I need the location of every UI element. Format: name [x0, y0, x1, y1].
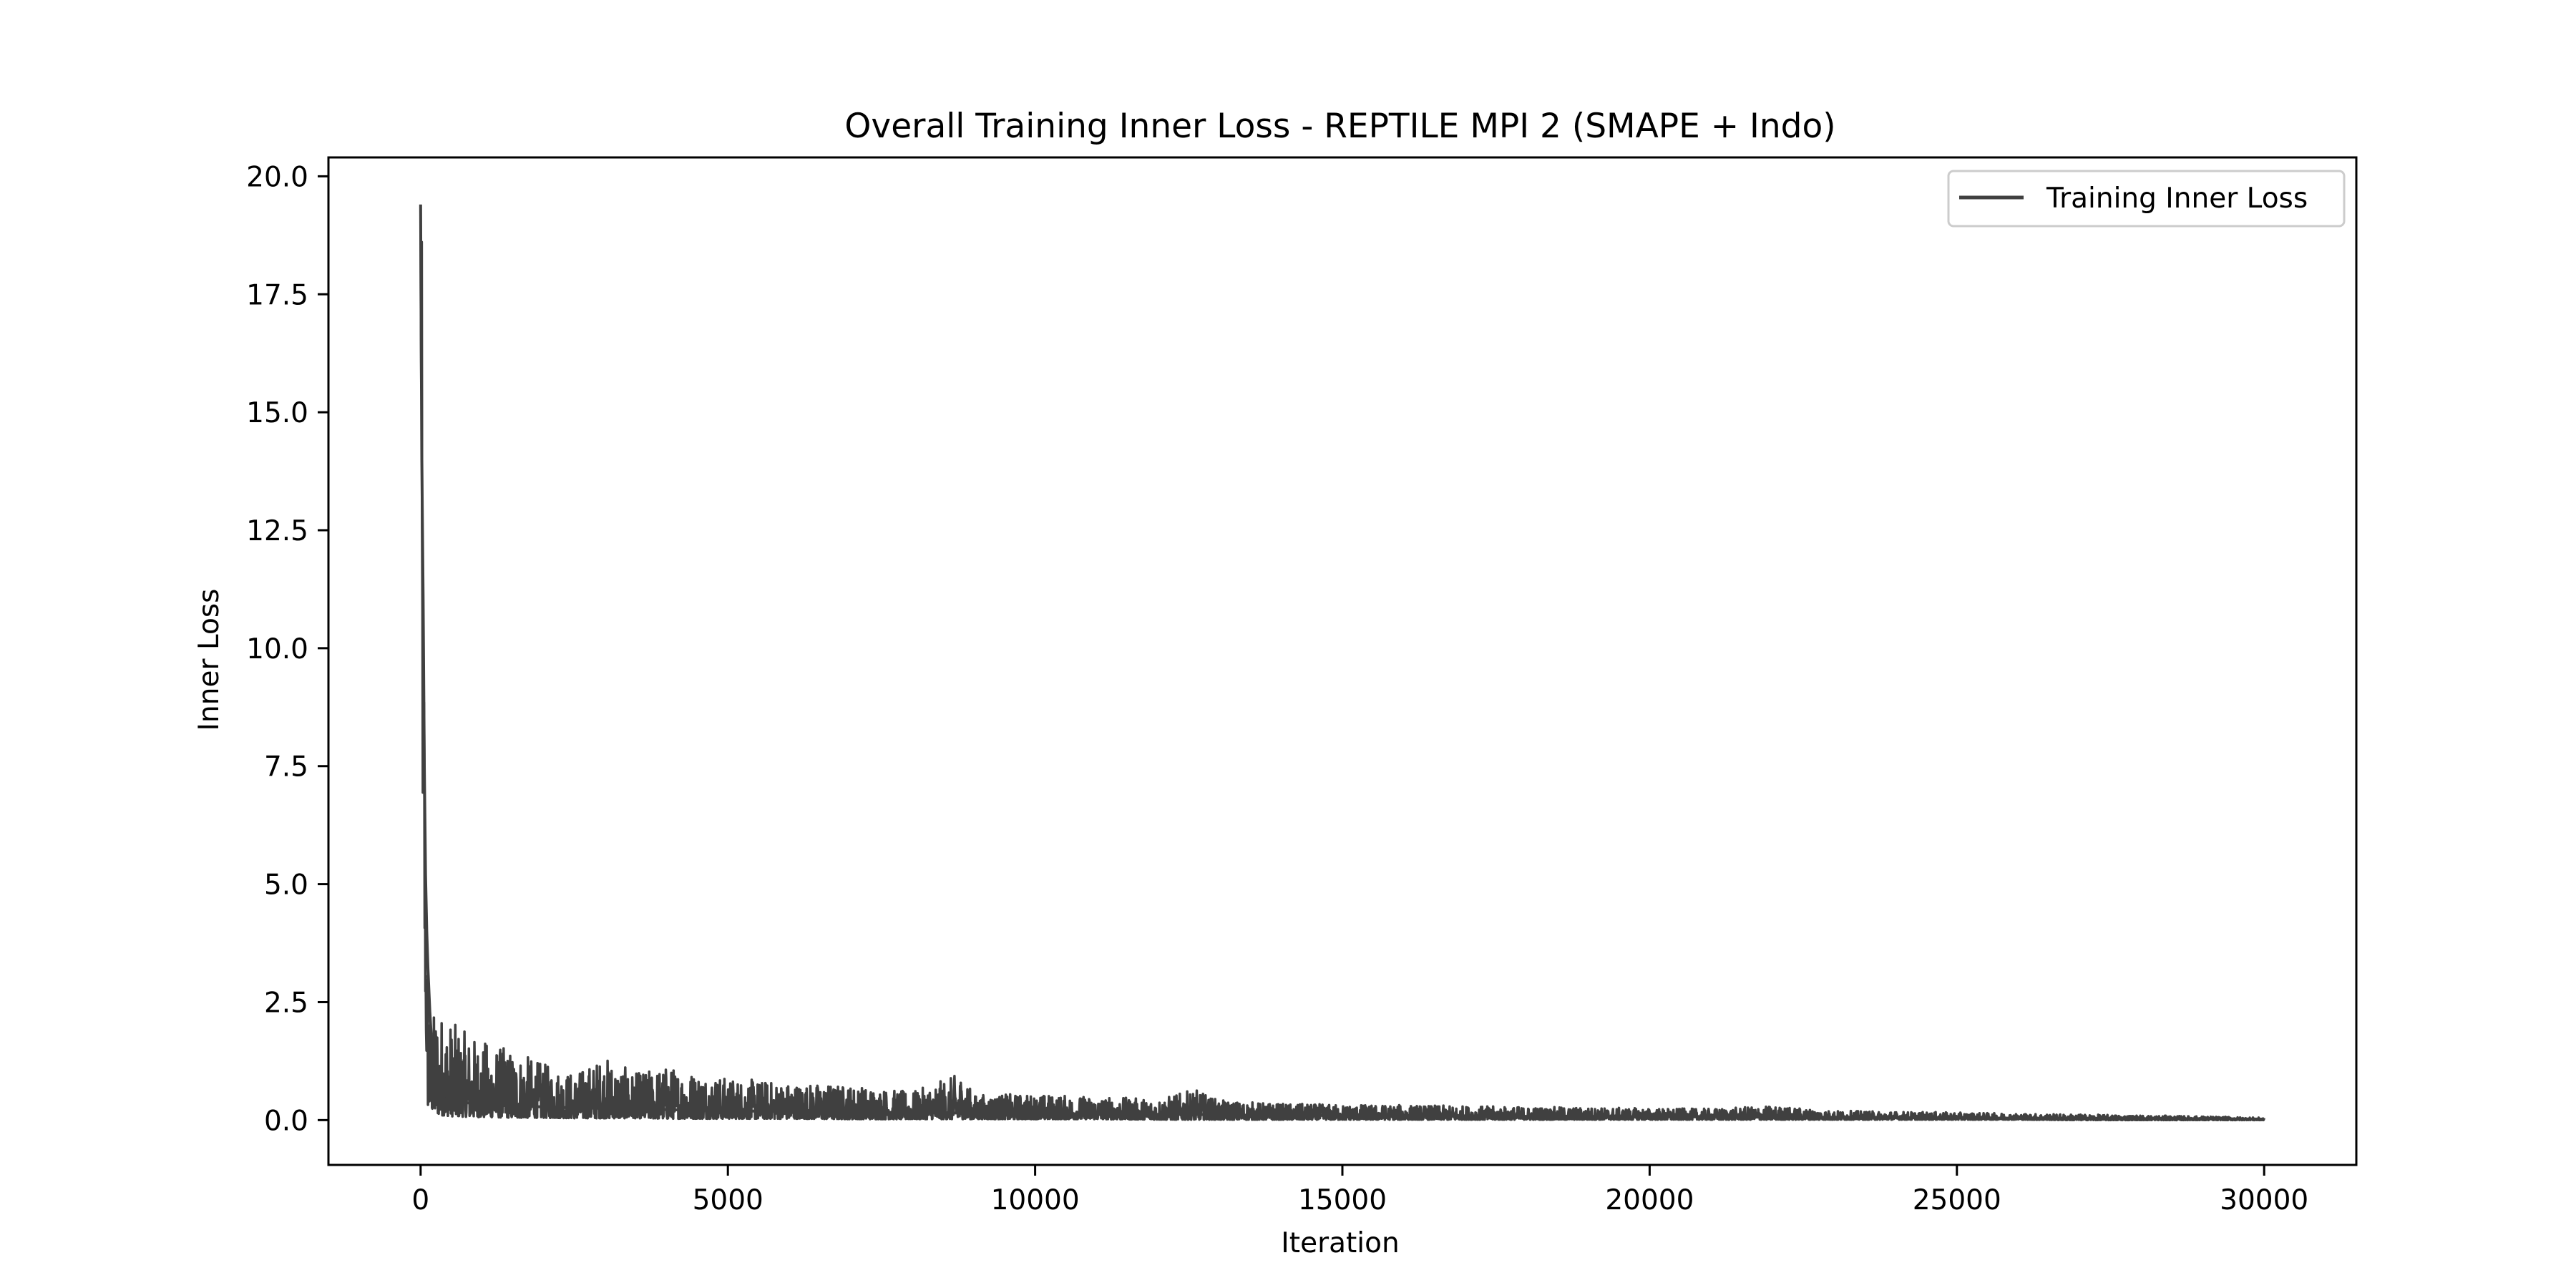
legend: Training Inner Loss: [1947, 170, 2346, 228]
x-tick-label: 15000: [1298, 1184, 1387, 1216]
x-tick-label: 30000: [2220, 1184, 2308, 1216]
legend-frame: [1947, 170, 2346, 228]
y-axis-label: Inner Loss: [193, 589, 225, 731]
series-line: [419, 204, 2265, 1121]
y-tick-label: 2.5: [264, 987, 308, 1019]
plot-area: [327, 156, 2358, 1166]
y-tick-label: 12.5: [246, 515, 308, 547]
y-tick-label: 5.0: [264, 869, 308, 902]
x-axis: 0 5000 10000 15000 20000 25000 30000: [411, 1165, 2308, 1216]
y-tick-label: 17.5: [246, 279, 308, 311]
x-tick-label: 25000: [1913, 1184, 2001, 1216]
x-tick-label: 5000: [693, 1184, 763, 1216]
y-tick-label: 15.0: [246, 397, 308, 429]
legend-entry-label: Training Inner Loss: [2046, 182, 2308, 215]
x-tick-label: 10000: [991, 1184, 1080, 1216]
series-layer: [419, 204, 2265, 1122]
y-axis: 0.0 2.5 5.0 7.5 10.0 12.5 15.0 17.5 20.0: [246, 161, 328, 1137]
series-line-noise: [419, 204, 2265, 1122]
plot-frame: [327, 156, 2358, 1166]
x-tick-label: 20000: [1605, 1184, 1694, 1216]
x-tick-label: 0: [411, 1184, 429, 1216]
y-tick-label: 10.0: [246, 633, 308, 665]
y-tick-label: 0.0: [264, 1105, 308, 1137]
y-tick-label: 20.0: [246, 161, 308, 193]
chart-title: Overall Training Inner Loss - REPTILE MP…: [844, 107, 1835, 146]
x-axis-label: Iteration: [1281, 1227, 1399, 1259]
y-tick-label: 7.5: [264, 751, 308, 784]
